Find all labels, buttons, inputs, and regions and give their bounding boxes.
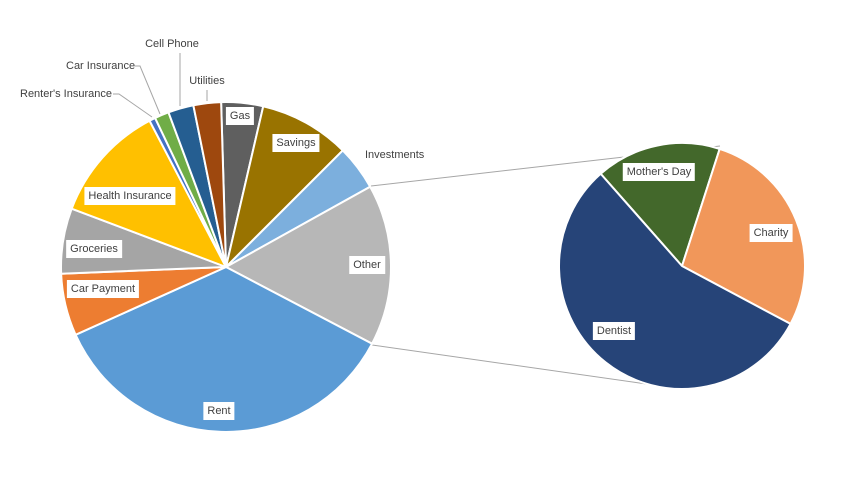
data-label-utilities: Utilities	[189, 75, 225, 87]
pie-slice-charity	[680, 147, 806, 326]
leader-line-renters-insurance	[113, 93, 153, 118]
pie-slice-utilities	[192, 101, 227, 268]
connector-line-bottom	[371, 344, 683, 390]
data-label-mother-s-day: Mother's Day	[622, 163, 696, 181]
data-label-car-payment: Car Payment	[66, 280, 140, 298]
data-label-charity: Charity	[749, 224, 793, 242]
data-label-other: Other	[349, 256, 385, 274]
data-label-cell-phone: Cell Phone	[145, 38, 199, 50]
pie-slice-rent	[74, 265, 374, 433]
pie-slice-other	[223, 185, 392, 346]
data-label-dentist: Dentist	[592, 322, 636, 340]
data-label-renter-s-insurance: Renter's Insurance	[20, 88, 112, 100]
data-label-car-insurance: Car Insurance	[66, 60, 136, 72]
data-label-groceries: Groceries	[66, 240, 122, 258]
data-label-rent: Rent	[203, 402, 235, 420]
data-label-gas: Gas	[225, 107, 255, 125]
data-label-savings: Savings	[272, 134, 320, 152]
data-label-investments: Investments	[365, 149, 425, 161]
data-label-health-insurance: Health Insurance	[84, 187, 176, 205]
leader-line-car-insurance	[135, 65, 161, 115]
